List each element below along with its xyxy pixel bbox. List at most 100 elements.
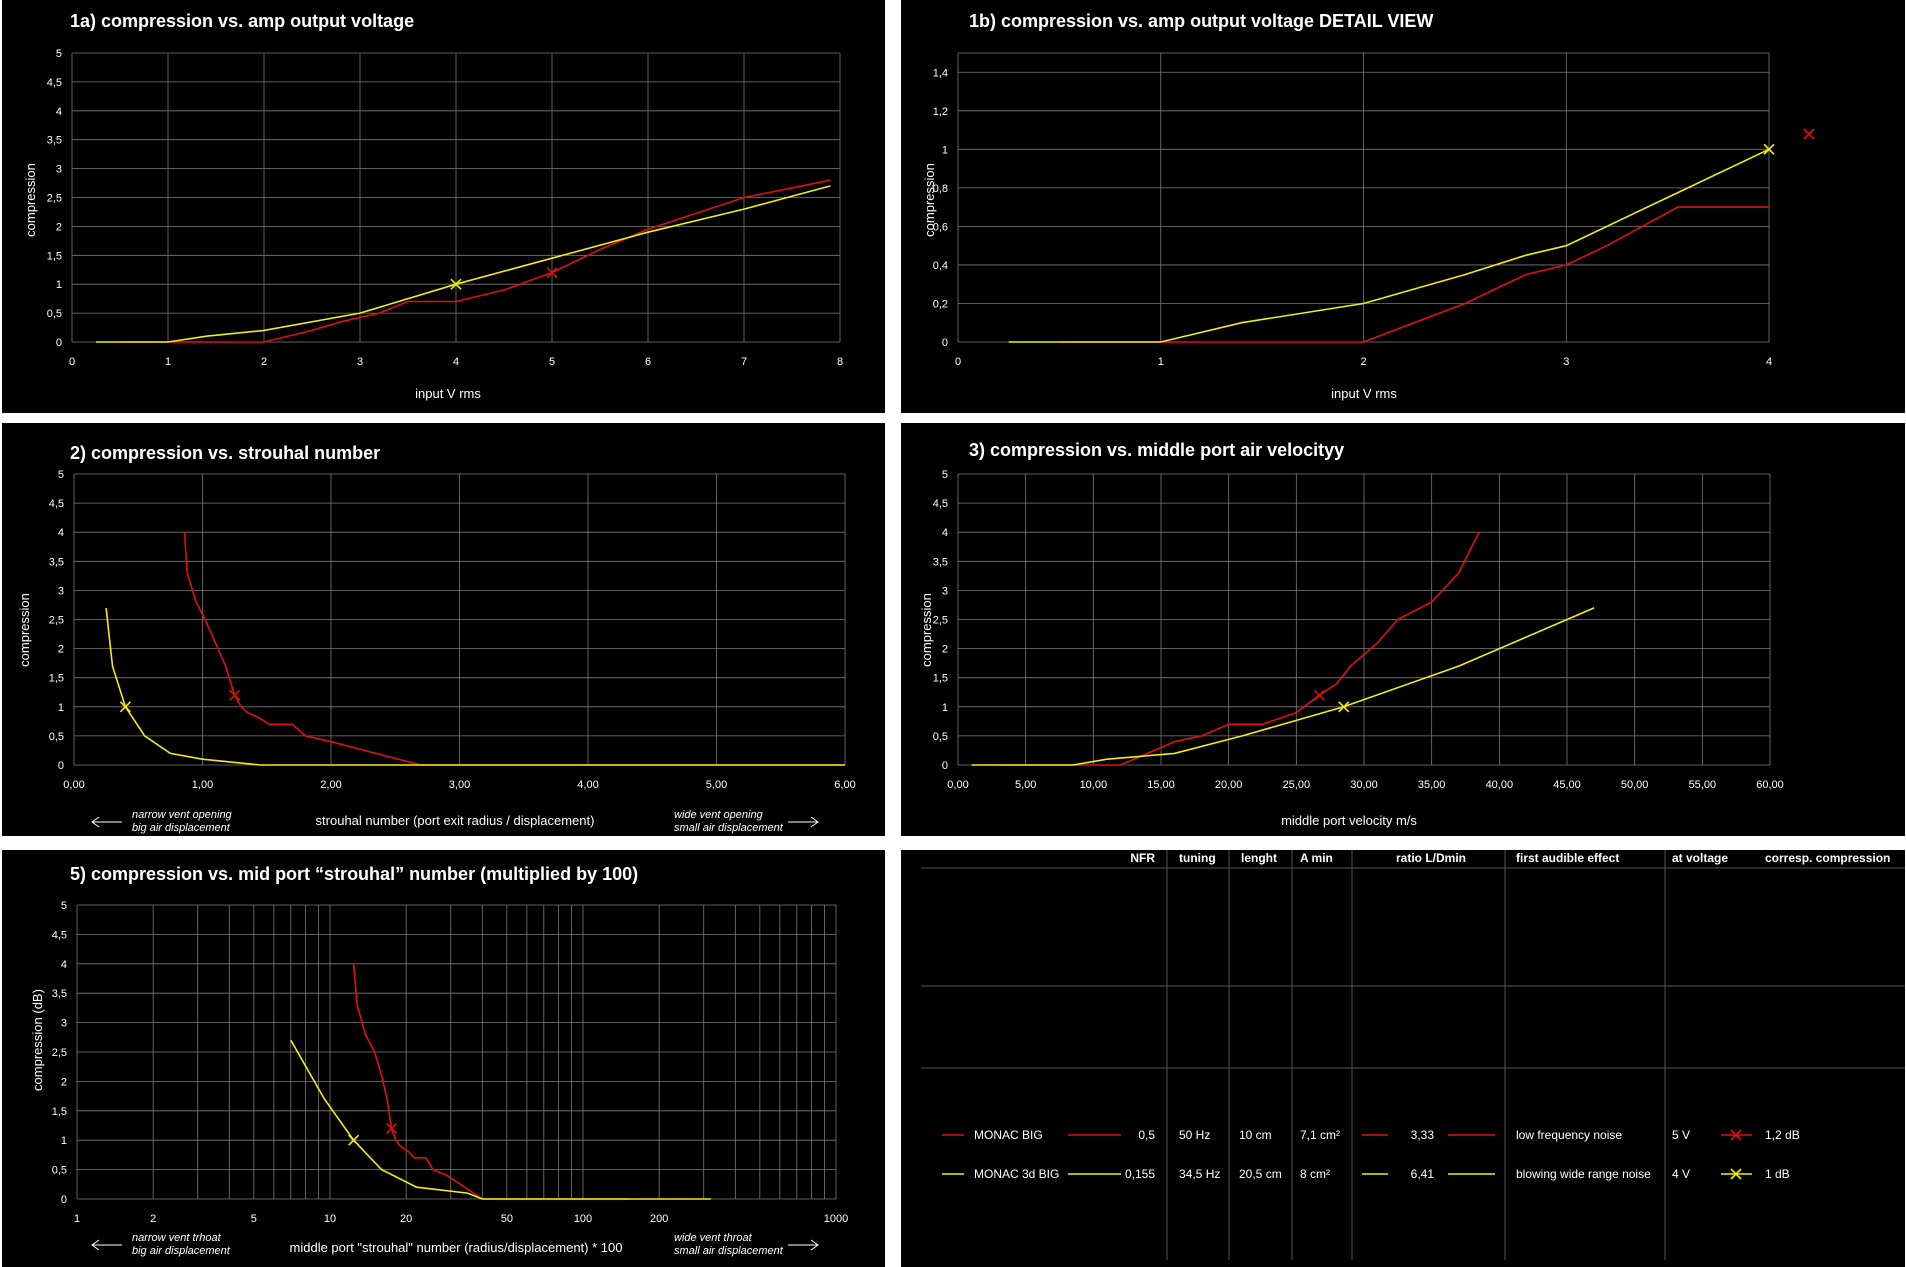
y-tick-label: 5 — [58, 469, 64, 481]
plot-1a: 0 0,5 1 1,5 2 2,5 3 3,5 4 4,5 5 0 1 2 3 4 5 6 7 8 — [47, 48, 843, 368]
chart-1b-title: 1b) compression vs. amp output voltage D… — [969, 11, 1433, 31]
y-tick-label: 1 — [942, 144, 948, 156]
chart-1a-panel: 1a) compression vs. amp output voltage i… — [2, 0, 885, 413]
y-tick-label: 2,5 — [47, 193, 62, 205]
y-tick-label: 1,2 — [933, 106, 948, 118]
y-tick-label: 0,4 — [933, 260, 948, 272]
cell-nfr: 0,155 — [1125, 1167, 1155, 1181]
chart-2-title: 2) compression vs. strouhal number — [70, 443, 380, 463]
marker-red — [1313, 689, 1325, 701]
x-tick-label: 1,00 — [192, 779, 213, 791]
chart-1b: 1b) compression vs. amp output voltage D… — [922, 11, 1815, 401]
chart-5-xlabel: middle port "strouhal" number (radius/di… — [290, 1240, 623, 1255]
series-line-yellow — [290, 1039, 711, 1200]
chart-3: 3) compression vs. middle port air veloc… — [919, 440, 1784, 828]
y-tick-label: 1,5 — [47, 250, 62, 262]
plot-2: 0 0,5 1 1,5 2 2,5 3 3,5 4 4,5 5 0,00 1,00 2,00 3,00 4,0… — [49, 469, 856, 791]
cell-name: MONAC BIG — [974, 1128, 1043, 1142]
header-ratio: ratio L/Dmin — [1396, 851, 1466, 865]
summary-table: NFR tuning lenght A min ratio L/Dmin fir… — [921, 850, 1905, 1260]
y-tick-label: 3 — [58, 585, 64, 597]
header-effect: first audible effect — [1516, 851, 1619, 865]
series-line-yellow — [1008, 148, 1770, 343]
x-tick-label: 40,00 — [1486, 779, 1514, 791]
header-tuning: tuning — [1179, 851, 1216, 865]
plot-3: 00,511,522,533,544,550,00 5,00 10,00 15,00 2… — [933, 469, 1784, 791]
x-tick-label: 15,00 — [1147, 779, 1175, 791]
x-tick-label: 35,00 — [1418, 779, 1446, 791]
x-tick-label: 7 — [741, 356, 747, 368]
chart-1a-title: 1a) compression vs. amp output voltage — [70, 11, 414, 31]
chart-5-note-left-2: big air displacement — [132, 1245, 231, 1257]
chart-5: 5) compression vs. mid port “strouhal” n… — [30, 864, 849, 1257]
y-tick-label: 0 — [58, 760, 64, 772]
x-tick-label: 3 — [357, 356, 363, 368]
plot-5: 0 0,5 1 1,5 2 2,5 3 3,5 4 4,5 5 1 2 5 10 20 50 100 200 1000 — [52, 900, 849, 1225]
y-tick-label: 3,5 — [49, 556, 64, 568]
right-arrow-icon — [788, 816, 819, 828]
chart-2-xlabel: strouhal number (port exit radius / disp… — [316, 813, 595, 828]
cell-tuning: 34,5 Hz — [1179, 1167, 1220, 1181]
y-tick-label: 3 — [942, 585, 948, 597]
x-tick-label: 4,00 — [577, 779, 598, 791]
header-compression: corresp. compression — [1765, 851, 1890, 865]
cell-ratio: 3,33 — [1411, 1128, 1435, 1142]
y-tick-label: 0,5 — [933, 731, 948, 743]
marker-yellow — [1338, 701, 1350, 713]
chart-3-ylabel: compression — [919, 593, 934, 667]
x-tick-label: 0 — [955, 356, 961, 368]
y-tick-label: 5 — [56, 48, 62, 60]
stray-marker-red — [1803, 128, 1815, 140]
y-tick-label: 0 — [61, 1194, 67, 1206]
series-line-yellow — [96, 185, 831, 343]
x-tick-label: 20 — [400, 1213, 412, 1225]
chart-3-xlabel: middle port velocity m/s — [1281, 813, 1417, 828]
table-row: MONAC BIG 0,5 50 Hz 10 cm 7,1 cm² 3,33 low fre… — [942, 1128, 1800, 1142]
x-tick-label: 3,00 — [449, 779, 470, 791]
y-tick-label: 4,5 — [933, 498, 948, 510]
y-tick-label: 3,5 — [52, 988, 67, 1000]
x-tick-label: 5 — [549, 356, 555, 368]
x-tick-label: 45,00 — [1553, 779, 1581, 791]
series-line-red — [352, 963, 628, 1200]
marker-red — [385, 1122, 398, 1135]
y-tick-label: 4 — [58, 527, 64, 539]
y-tick-label: 1 — [61, 1135, 67, 1147]
y-tick-label: 0 — [56, 337, 62, 349]
chart-2-note-right-2: small air displacement — [674, 822, 784, 834]
y-tick-label: 4,5 — [52, 929, 67, 941]
cell-lenght: 10 cm — [1239, 1128, 1272, 1142]
series-line-red — [120, 179, 831, 343]
x-tick-label: 4 — [453, 356, 459, 368]
x-tick-label: 50 — [501, 1213, 513, 1225]
x-tick-label: 1000 — [824, 1213, 848, 1225]
marker-yellow — [1763, 143, 1775, 155]
chart-2-panel: 2) compression vs. strouhal number strou… — [2, 423, 885, 836]
chart-1b-panel: 1b) compression vs. amp output voltage D… — [901, 0, 1905, 413]
x-tick-label: 10,00 — [1080, 779, 1108, 791]
plot-1b: 0 0,2 0,4 0,6 0,8 1 1,2 1,4 0 1 2 3 4 — [933, 52, 1775, 368]
y-tick-label: 1 — [56, 279, 62, 291]
x-tick-label: 60,00 — [1756, 779, 1784, 791]
x-tick-label: 50,00 — [1621, 779, 1649, 791]
chart-2-note-right-1: wide vent opening — [674, 809, 764, 821]
x-tick-label: 4 — [1766, 356, 1772, 368]
y-tick-label: 1,5 — [49, 673, 64, 685]
y-tick-label: 0,5 — [47, 308, 62, 320]
right-arrow-icon — [788, 1239, 819, 1251]
cell-compression: 1 dB — [1765, 1167, 1790, 1181]
left-arrow-icon — [91, 1239, 122, 1251]
y-tick-label: 0,5 — [52, 1165, 67, 1177]
y-tick-label: 2 — [942, 644, 948, 656]
chart-1a-ylabel: compression — [23, 163, 38, 237]
series-line-yellow — [105, 607, 845, 766]
x-tick-label: 5 — [251, 1213, 257, 1225]
chart-2: 2) compression vs. strouhal number strou… — [17, 443, 856, 834]
x-tick-label: 6,00 — [834, 779, 855, 791]
chart-3-panel: 3) compression vs. middle port air veloc… — [901, 423, 1905, 836]
left-arrow-icon — [91, 816, 122, 828]
y-tick-label: 2,5 — [933, 615, 948, 627]
cell-voltage: 4 V — [1672, 1167, 1690, 1181]
chart-1a-xlabel: input V rms — [415, 386, 481, 401]
x-tick-label: 2,00 — [320, 779, 341, 791]
